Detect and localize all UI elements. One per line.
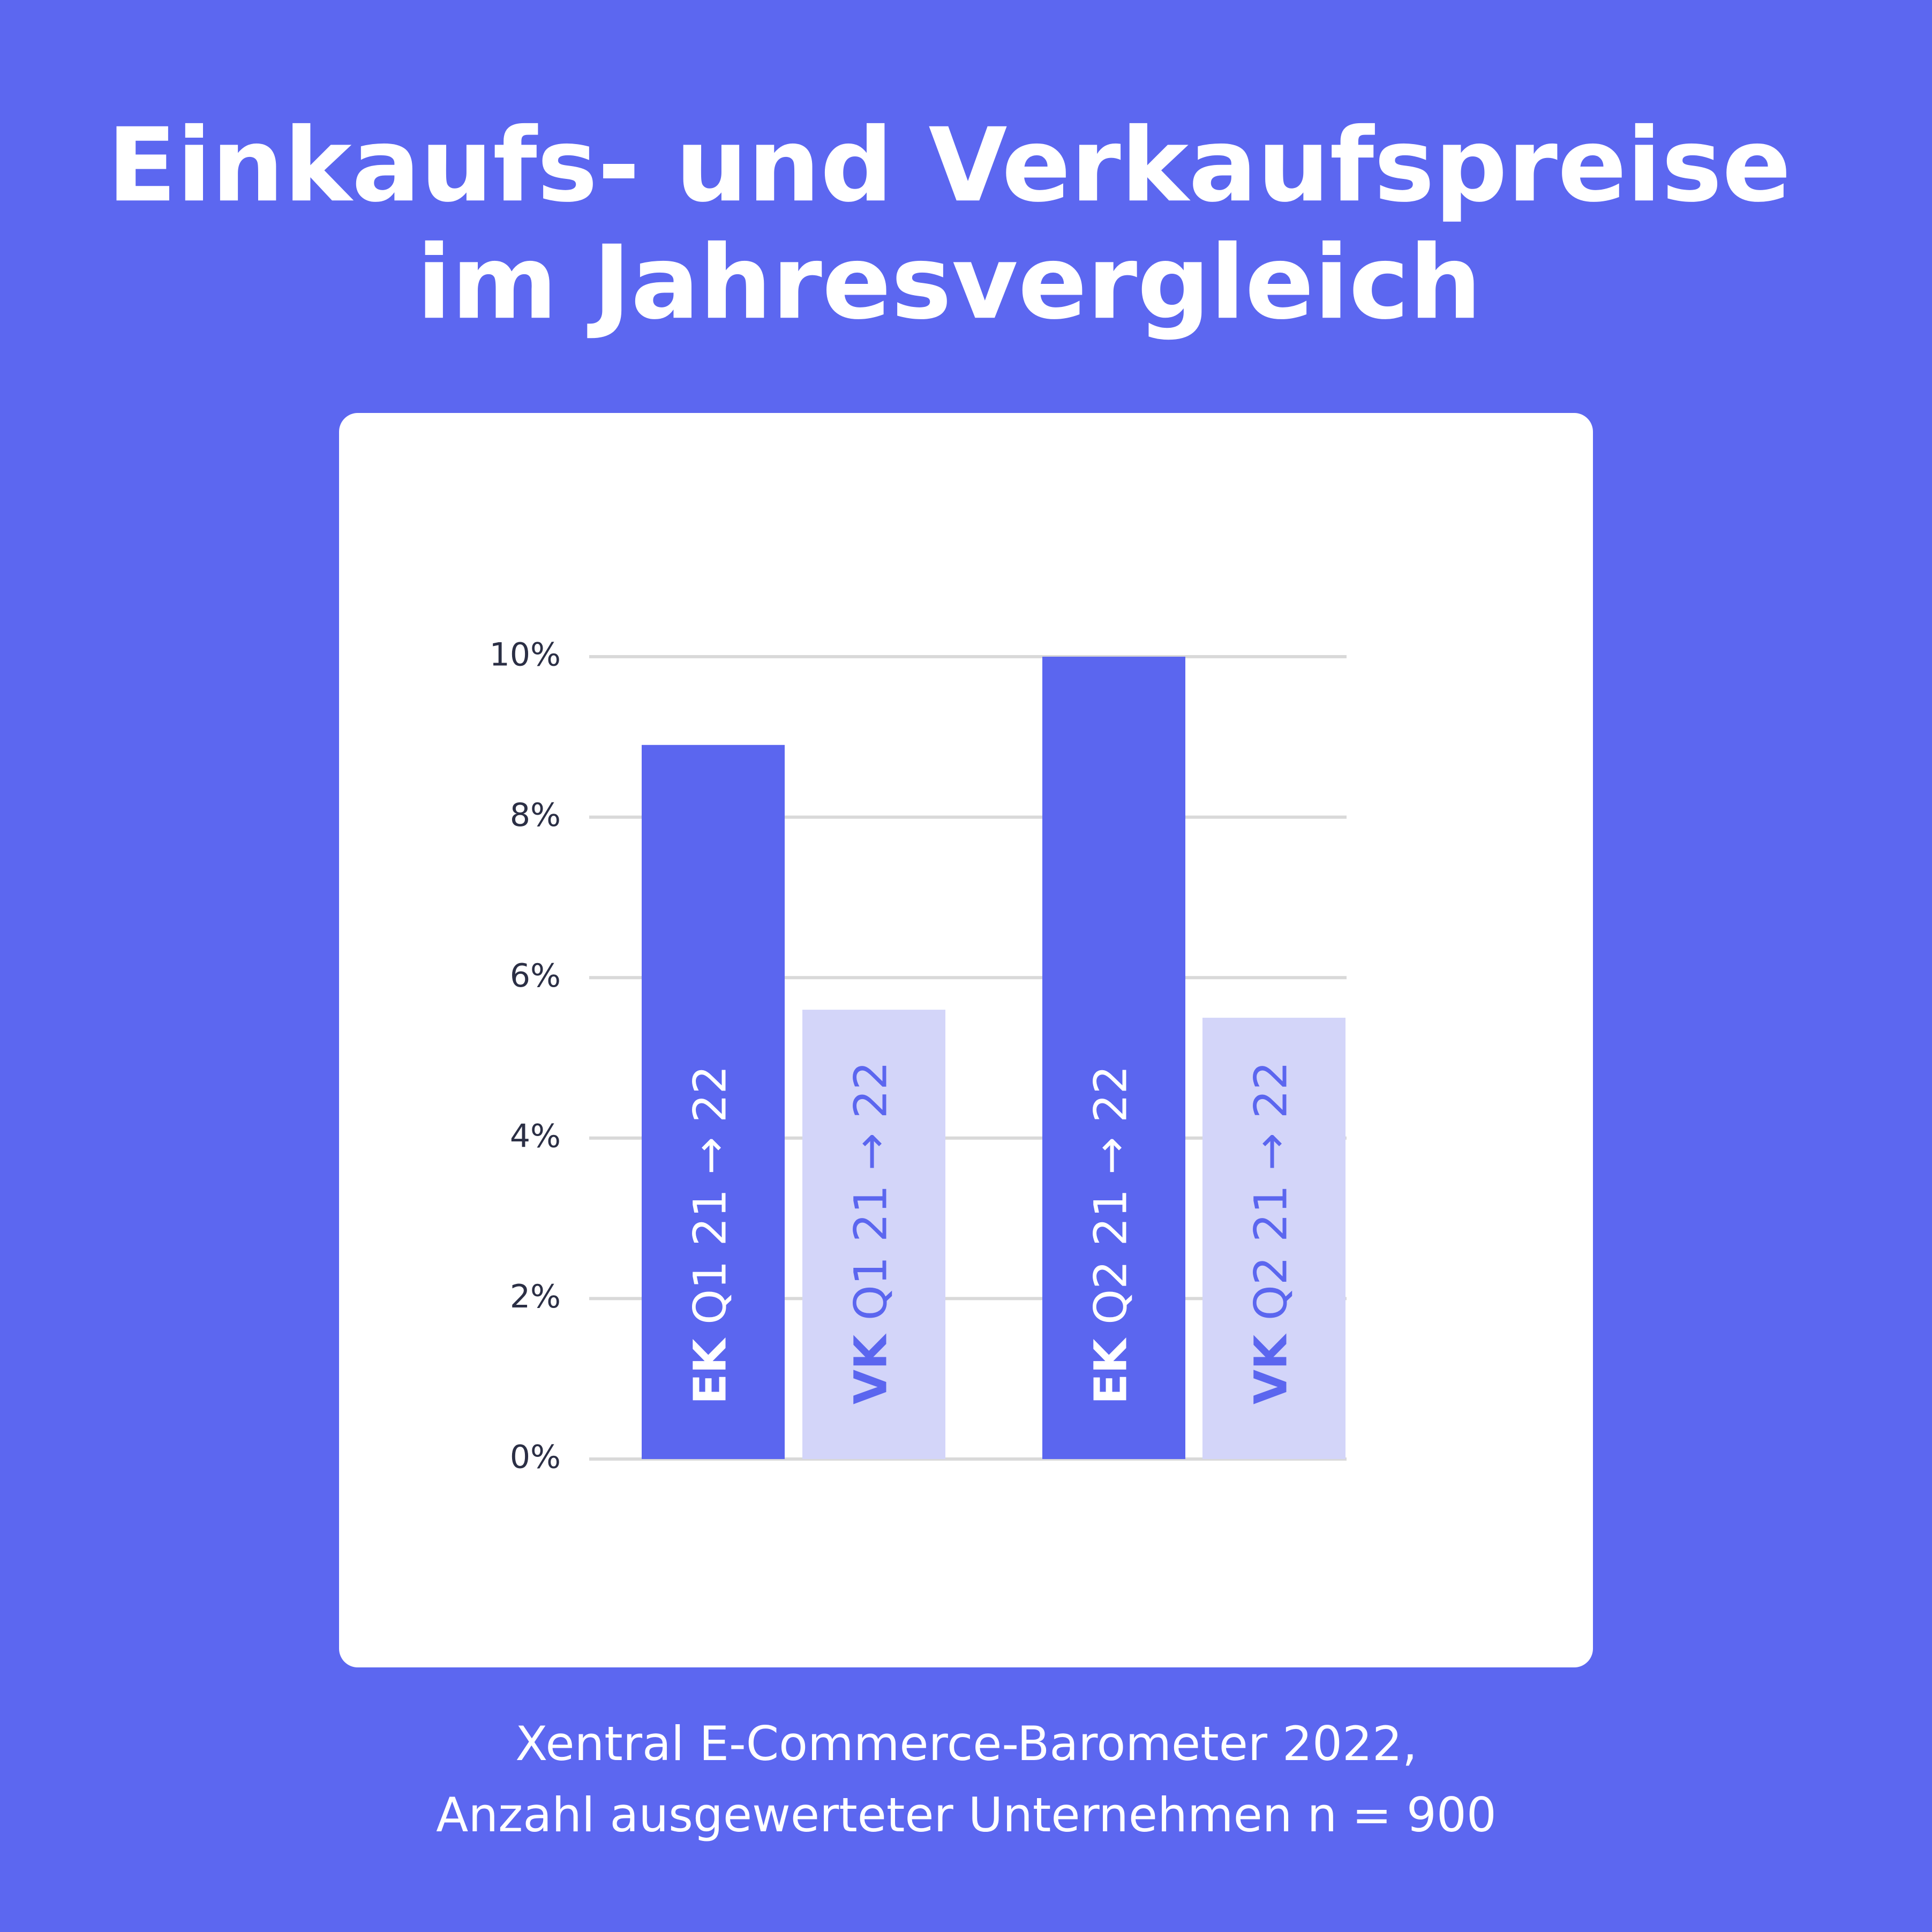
chart-title: Einkaufs- und Verkaufspreise <box>107 106 1791 224</box>
bar <box>642 745 785 1459</box>
y-tick-label: 2% <box>510 1278 561 1315</box>
bar <box>1042 657 1185 1459</box>
y-tick-label: 0% <box>510 1439 561 1476</box>
bar-category-label: VK Q2 21 → 22 <box>1244 1061 1297 1404</box>
chart-title: im Jahresvergleich <box>417 223 1482 342</box>
source-note: Xentral E-Commerce-Barometer 2022, <box>515 1716 1417 1771</box>
y-tick-label: 4% <box>510 1117 561 1155</box>
bar-category-label: VK Q1 21 → 22 <box>844 1061 897 1404</box>
bar <box>1202 1018 1345 1459</box>
y-tick-label: 6% <box>510 957 561 995</box>
bar-category-label: EK Q2 21 → 22 <box>1084 1065 1137 1404</box>
bar-category-label: EK Q1 21 → 22 <box>683 1065 736 1404</box>
source-note: Anzahl ausgewerteter Unternehmen n = 900 <box>436 1787 1497 1843</box>
bar <box>802 1010 945 1459</box>
y-tick-label: 8% <box>510 796 561 834</box>
y-tick-label: 10% <box>490 636 561 674</box>
chart-card <box>339 413 1593 1667</box>
